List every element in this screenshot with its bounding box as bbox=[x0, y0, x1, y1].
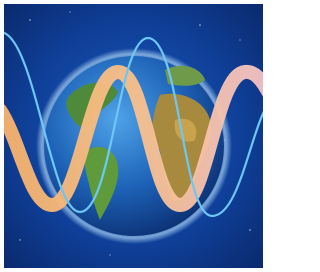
illustration bbox=[0, 0, 267, 272]
page: {} bbox=[0, 0, 267, 272]
